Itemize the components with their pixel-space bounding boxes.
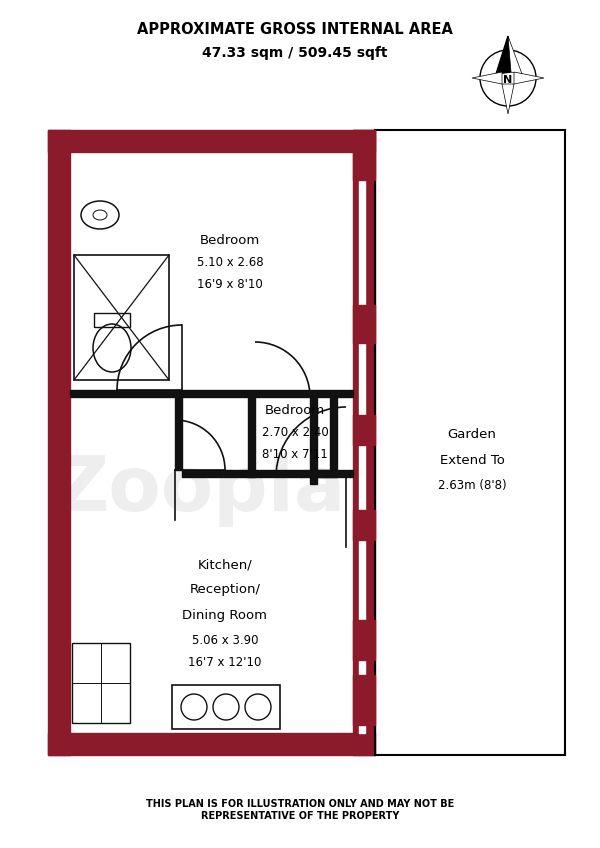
Bar [359,152,365,733]
Text: 5.10 x 2.68: 5.10 x 2.68 [197,256,263,270]
Bar [48,130,70,755]
Bar [94,313,130,327]
Text: APPROXIMATE GROSS INTERNAL AREA: APPROXIMATE GROSS INTERNAL AREA [137,22,453,37]
Bar [317,470,353,477]
Text: 16'9 x 8'10: 16'9 x 8'10 [197,277,263,291]
Text: Reception/: Reception/ [190,583,260,596]
Polygon shape [496,36,511,74]
Text: Kitchen/: Kitchen/ [197,559,253,572]
Text: 2.63m (8'8): 2.63m (8'8) [437,478,506,492]
Text: 16'7 x 12'10: 16'7 x 12'10 [188,656,262,670]
Bar [248,397,255,477]
Bar [175,397,182,470]
Bar [353,415,375,445]
Text: 5.06 x 3.90: 5.06 x 3.90 [192,633,258,646]
Text: Garden: Garden [448,428,496,442]
Bar [70,390,353,397]
Bar [353,620,375,660]
Bar [353,305,375,343]
Polygon shape [514,72,544,84]
Text: Extend To: Extend To [440,454,505,466]
Bar [74,255,169,380]
Bar [48,130,375,152]
Bar [353,510,375,540]
Text: Zoopla: Zoopla [54,453,346,527]
Polygon shape [502,84,514,114]
Polygon shape [472,72,502,84]
Bar [172,685,280,729]
Bar [353,130,375,180]
Text: Bedroom: Bedroom [200,233,260,247]
Bar [353,675,375,725]
Bar [182,470,330,477]
Text: 8'10 x 7'11: 8'10 x 7'11 [262,448,328,460]
Text: N: N [503,75,512,85]
Text: 47.33 sqm / 509.45 sqft: 47.33 sqm / 509.45 sqft [202,46,388,60]
Bar [353,130,375,755]
Bar [330,397,337,477]
Bar [72,643,130,723]
Bar [310,397,317,484]
Bar [48,733,375,755]
Text: 2.70 x 2.40: 2.70 x 2.40 [262,427,328,439]
Text: Bedroom: Bedroom [265,404,325,416]
Text: Dining Room: Dining Room [182,609,268,622]
Polygon shape [508,36,522,74]
Text: THIS PLAN IS FOR ILLUSTRATION ONLY AND MAY NOT BE
REPRESENTATIVE OF THE PROPERTY: THIS PLAN IS FOR ILLUSTRATION ONLY AND M… [146,799,454,821]
